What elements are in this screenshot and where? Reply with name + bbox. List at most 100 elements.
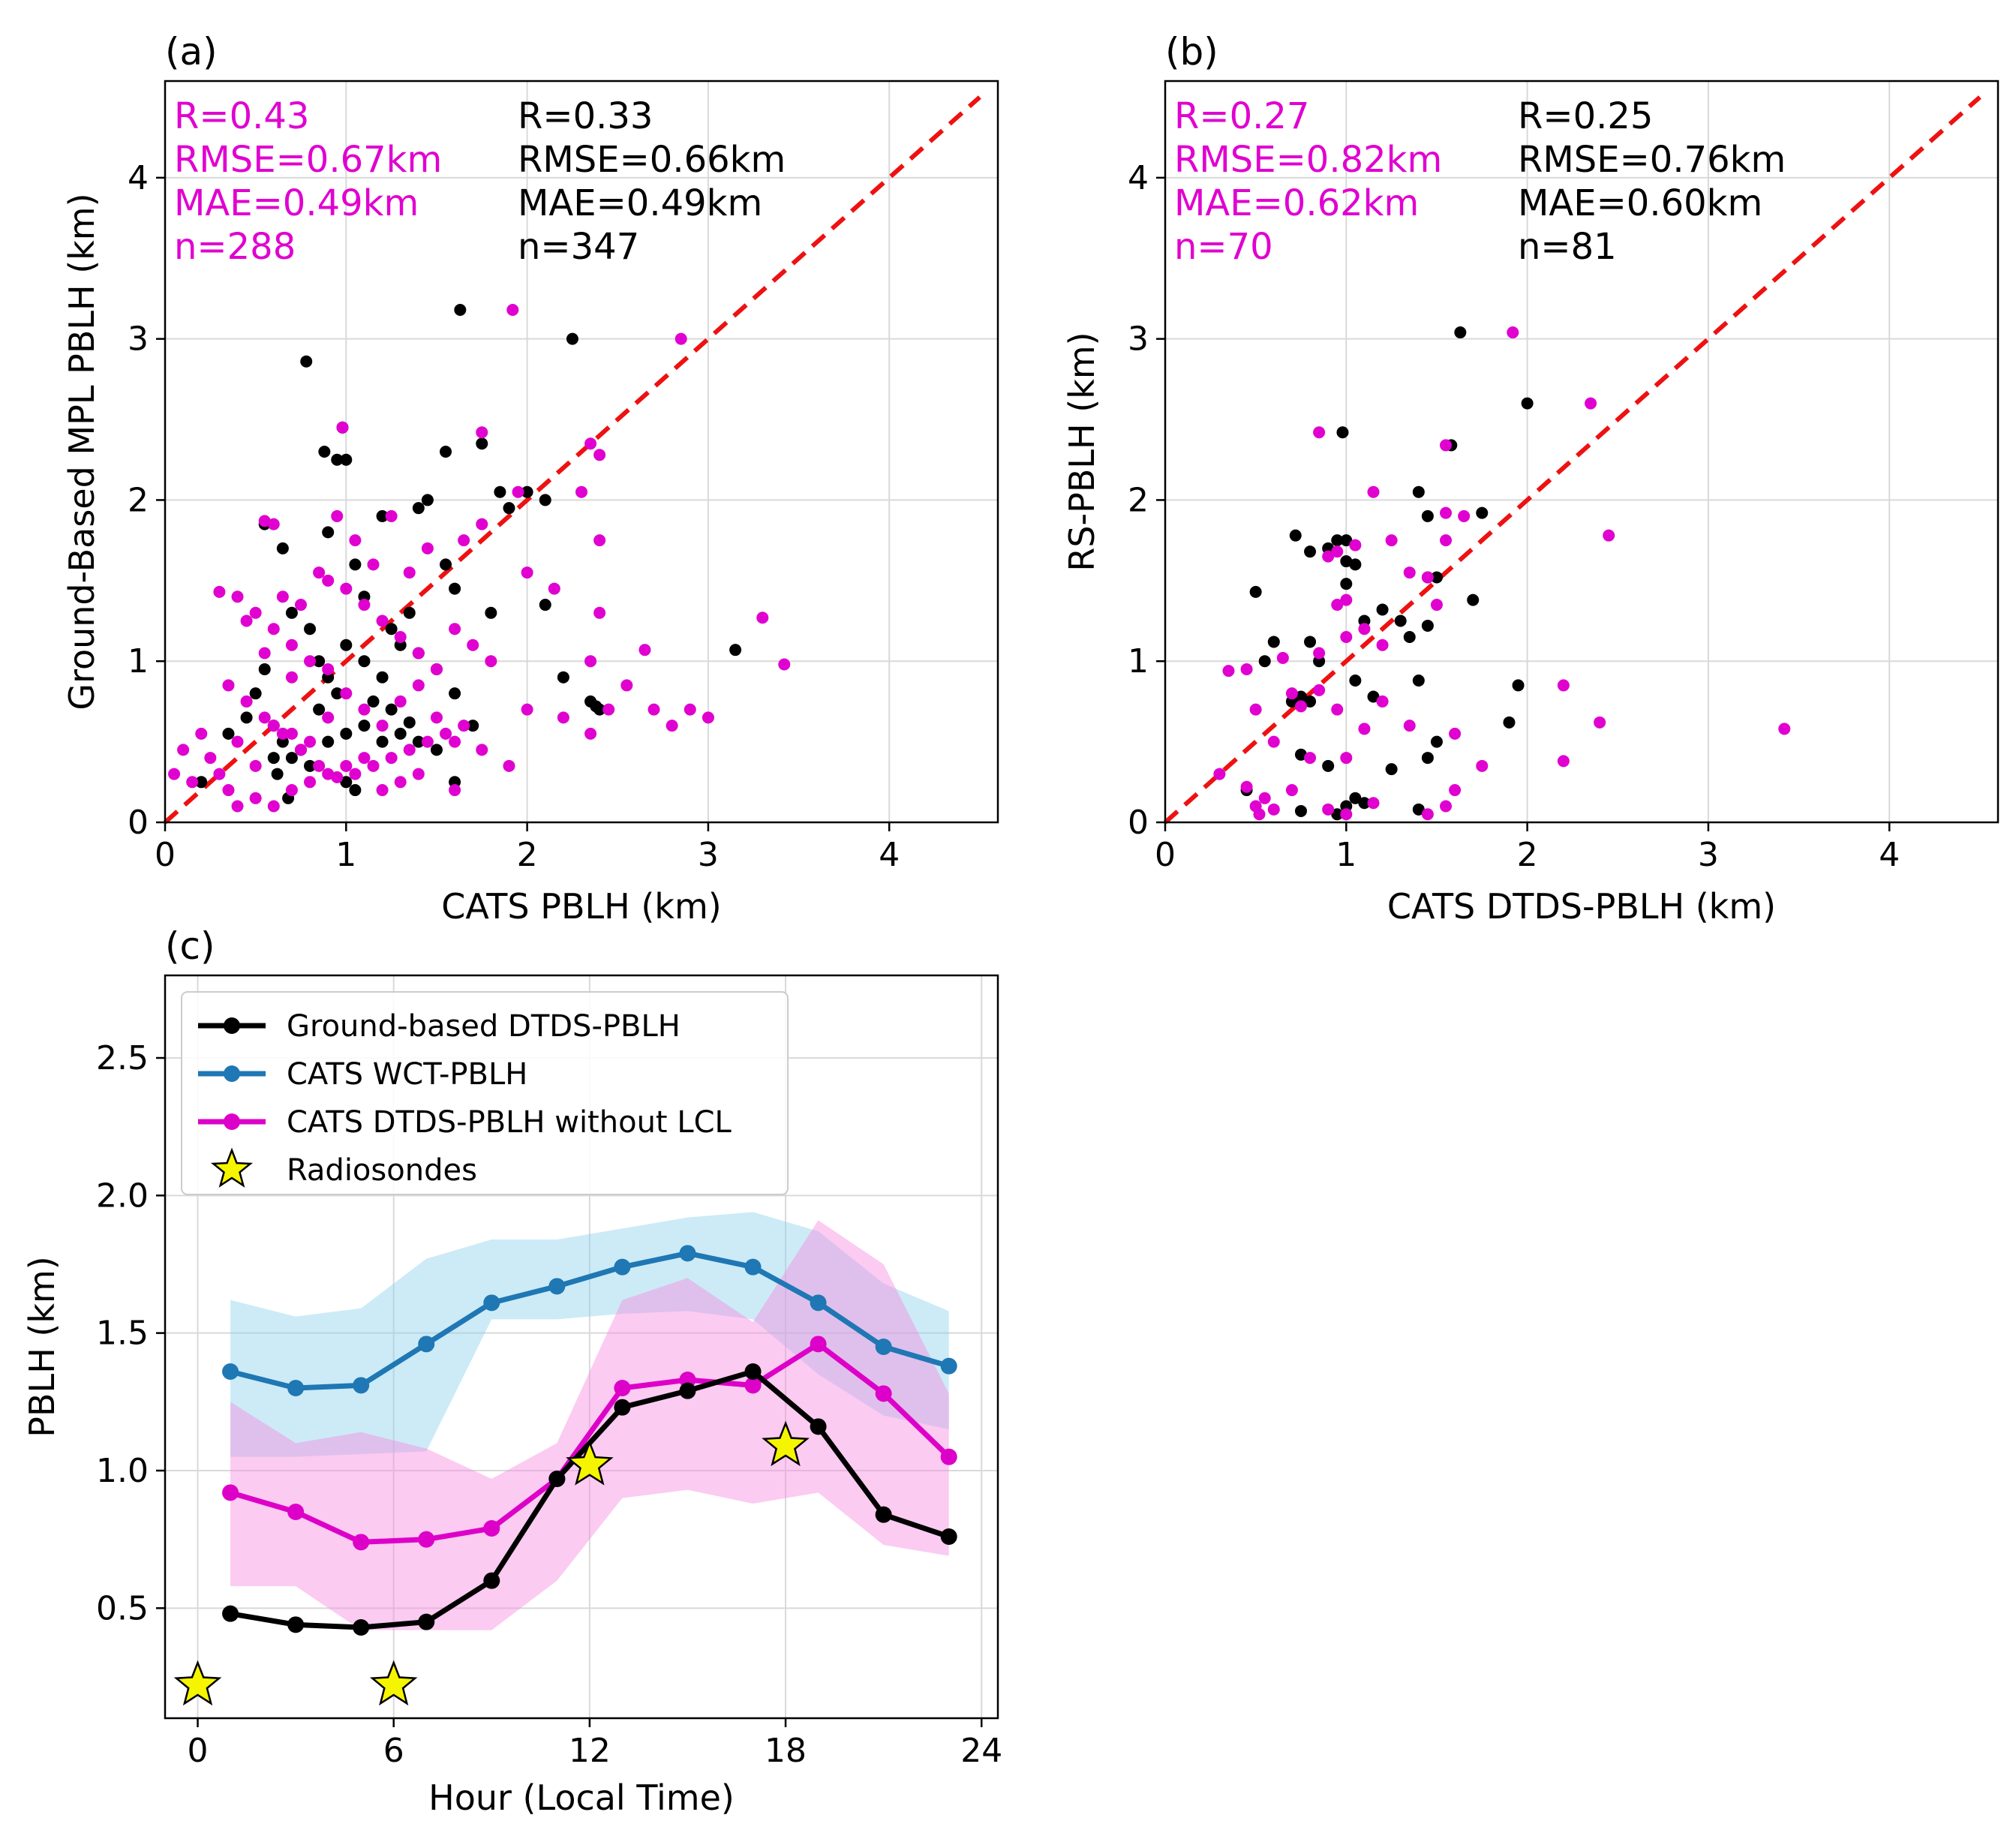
a-point-black-63 bbox=[557, 671, 569, 684]
a-point-magenta-86 bbox=[313, 566, 326, 579]
a-x-axis-label: CATS PBLH (km) bbox=[441, 886, 721, 927]
a-point-magenta-53 bbox=[340, 759, 353, 772]
b-point-magenta-2 bbox=[1313, 426, 1326, 439]
a-point-magenta-50 bbox=[285, 784, 298, 797]
a-point-magenta-102 bbox=[267, 720, 280, 732]
c-stars bbox=[173, 1420, 810, 1706]
a-point-magenta-45 bbox=[213, 768, 226, 780]
a-point-black-38 bbox=[385, 623, 398, 636]
b-point-black-46 bbox=[1331, 808, 1344, 821]
a-point-magenta-104 bbox=[304, 735, 317, 748]
a-point-magenta-72 bbox=[665, 720, 678, 732]
a-point-magenta-81 bbox=[458, 534, 470, 547]
a-ytick-label-3: 3 bbox=[128, 320, 149, 359]
b-point-magenta-47 bbox=[1340, 808, 1353, 821]
b-stat-black-mae: MAE=0.60km bbox=[1518, 182, 1762, 224]
a-point-magenta-97 bbox=[412, 679, 425, 692]
b-plot-frame bbox=[1164, 80, 1999, 824]
a-ytick-label-2: 2 bbox=[128, 481, 149, 519]
b-point-black-28 bbox=[1412, 674, 1425, 687]
a-point-magenta-26 bbox=[430, 663, 443, 675]
a-point-magenta-7 bbox=[267, 518, 280, 530]
c-xtick-label-2: 12 bbox=[569, 1732, 611, 1770]
a-point-black-4 bbox=[318, 446, 331, 458]
a-ytick-label-0: 0 bbox=[128, 804, 149, 842]
a-point-magenta-105 bbox=[322, 711, 335, 724]
b-point-magenta-10 bbox=[1331, 545, 1344, 558]
c-ytick-label-1: 1.0 bbox=[96, 1452, 149, 1490]
b-point-black-43 bbox=[1358, 797, 1371, 810]
b-stats: R=0.27 RMSE=0.82km MAE=0.62km n=70 R=0.2… bbox=[1174, 95, 1786, 268]
c-marker-0-3 bbox=[418, 1613, 435, 1630]
a-xtick-label-1: 1 bbox=[335, 836, 356, 874]
b-point-magenta-11 bbox=[1322, 550, 1335, 563]
a-point-black-45 bbox=[322, 735, 335, 748]
a-point-black-0 bbox=[454, 303, 467, 316]
b-point-black-31 bbox=[1294, 690, 1307, 703]
a-point-black-6 bbox=[340, 453, 353, 466]
b-point-magenta-36 bbox=[1778, 723, 1791, 735]
c-legend-box bbox=[181, 991, 789, 1195]
b-point-magenta-41 bbox=[1340, 752, 1353, 765]
b-point-black-44 bbox=[1412, 803, 1425, 816]
b-ytick-label-4: 4 bbox=[1128, 159, 1149, 197]
a-point-magenta-90 bbox=[258, 647, 271, 660]
a-point-black-58 bbox=[249, 687, 262, 700]
c-marker-0-5 bbox=[548, 1471, 566, 1487]
a-point-magenta-63 bbox=[186, 776, 199, 789]
a-point-magenta-76 bbox=[778, 658, 791, 671]
legend-marker-1 bbox=[224, 1065, 240, 1082]
a-point-magenta-36 bbox=[331, 771, 344, 783]
c-marker-0-1 bbox=[287, 1616, 305, 1633]
b-point-magenta-33 bbox=[1449, 727, 1462, 740]
a-point-magenta-15 bbox=[231, 590, 244, 603]
b-point-magenta-15 bbox=[1340, 593, 1353, 606]
b-point-magenta-37 bbox=[1557, 755, 1570, 768]
a-point-black-21 bbox=[285, 606, 298, 619]
b-point-magenta-44 bbox=[1258, 792, 1271, 804]
b-point-black-33 bbox=[1304, 695, 1317, 708]
a-point-black-44 bbox=[313, 703, 326, 716]
a-point-magenta-67 bbox=[584, 727, 597, 740]
b-point-black-4 bbox=[1412, 485, 1425, 498]
a-point-magenta-54 bbox=[358, 752, 371, 765]
a-point-magenta-55 bbox=[376, 784, 389, 797]
b-ytick-label-0: 0 bbox=[1128, 804, 1149, 842]
b-point-magenta-38 bbox=[1476, 759, 1489, 772]
a-point-magenta-51 bbox=[304, 776, 317, 789]
b-point-black-13 bbox=[1349, 558, 1362, 571]
c-y-axis-label: PBLH (km) bbox=[22, 1256, 62, 1437]
a-point-magenta-64 bbox=[168, 768, 181, 780]
a-point-black-15 bbox=[503, 502, 515, 515]
b-point-black-30 bbox=[1258, 655, 1271, 668]
b-point-black-5 bbox=[1476, 506, 1489, 519]
b-point-black-40 bbox=[1385, 763, 1398, 776]
a-point-magenta-65 bbox=[521, 703, 533, 716]
a-point-magenta-28 bbox=[467, 639, 479, 651]
a-point-magenta-48 bbox=[249, 792, 262, 804]
a-point-black-36 bbox=[449, 582, 461, 595]
panel-b: 0 1 2 3 4 0 1 2 3 4 (b) CATS DTDS-PBLH (km) RS-PB… bbox=[1062, 30, 1999, 927]
a-point-magenta-62 bbox=[195, 727, 208, 740]
a-point-black-18 bbox=[349, 558, 362, 571]
c-marker-1-2 bbox=[353, 1377, 370, 1394]
a-point-magenta-25 bbox=[412, 647, 425, 660]
a-point-magenta-80 bbox=[548, 582, 560, 595]
b-point-magenta-18 bbox=[1358, 623, 1371, 636]
b-point-magenta-29 bbox=[1331, 703, 1344, 716]
c-radiosonde-star-0 bbox=[173, 1660, 222, 1706]
c-marker-0-11 bbox=[940, 1528, 957, 1545]
a-xtick-label-4: 4 bbox=[879, 836, 900, 874]
a-point-magenta-103 bbox=[285, 727, 298, 740]
a-point-magenta-52 bbox=[322, 768, 335, 780]
legend-label-cats-wct: CATS WCT-PBLH bbox=[287, 1057, 527, 1092]
b-point-magenta-0 bbox=[1507, 326, 1519, 339]
a-point-black-27 bbox=[358, 655, 371, 668]
c-ytick-label-0: 0.5 bbox=[96, 1589, 149, 1627]
a-point-magenta-5 bbox=[593, 449, 606, 461]
b-point-magenta-19 bbox=[1340, 631, 1353, 643]
b-stat-magenta-rmse: RMSE=0.82km bbox=[1174, 139, 1442, 181]
a-point-black-51 bbox=[430, 744, 443, 756]
b-xtick-label-2: 2 bbox=[1517, 836, 1538, 874]
b-point-magenta-52 bbox=[1322, 803, 1335, 816]
